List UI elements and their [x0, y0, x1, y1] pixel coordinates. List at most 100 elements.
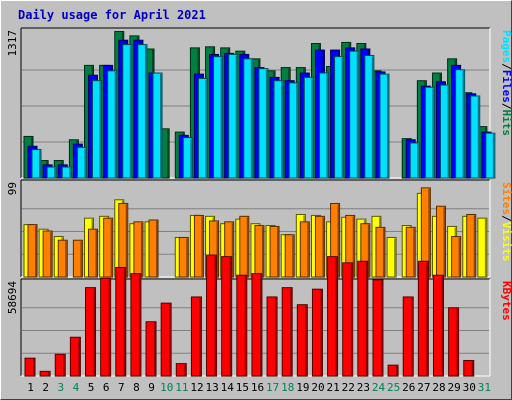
bar-shadow: [428, 188, 430, 277]
bar-sites: [314, 215, 325, 278]
bar-pages: [228, 53, 239, 179]
bar-shadow: [277, 227, 279, 277]
bar-shadow: [367, 224, 370, 277]
x-tick-label: 29: [448, 381, 461, 394]
bar-shadow: [99, 81, 102, 178]
bar-shadow: [441, 276, 443, 376]
bar-shadow: [281, 81, 283, 178]
bar-shadow: [259, 274, 262, 376]
bar-shadow: [110, 219, 113, 277]
x-tick-label: 12: [190, 381, 203, 394]
x-tick-label: 7: [118, 381, 125, 394]
bar-shadow: [190, 138, 192, 178]
bar-shadow: [123, 268, 126, 376]
x-tick-label: 30: [463, 381, 476, 394]
bar-shadow: [350, 263, 353, 376]
bar-shadow: [371, 56, 374, 178]
bar-shadow: [413, 228, 415, 277]
bar-shadow: [447, 86, 449, 178]
bar-kbytes: [221, 256, 233, 377]
bar-shadow: [216, 221, 219, 277]
bar-kbytes: [311, 288, 323, 377]
bar-kbytes: [130, 273, 142, 377]
bar-shadow: [292, 235, 294, 277]
bar-sites: [178, 236, 189, 278]
bar-shadow: [54, 168, 56, 178]
x-tick-label: 21: [327, 381, 340, 394]
bar-sites: [42, 230, 53, 278]
bar-pages: [303, 76, 314, 179]
bar-pages: [46, 166, 57, 179]
bar-shadow: [484, 219, 487, 277]
bar-kbytes: [145, 321, 157, 377]
bar-kbytes: [417, 260, 429, 377]
bar-shadow: [380, 280, 383, 376]
bar-shadow: [492, 134, 495, 178]
bar-pages: [243, 58, 254, 179]
bar-pages: [137, 44, 148, 179]
bar-shadow: [108, 279, 111, 376]
bar-kbytes: [463, 359, 475, 377]
bar-shadow: [261, 226, 264, 277]
bar-shadow: [84, 148, 86, 178]
bar-shadow: [356, 52, 359, 178]
bar-pages: [455, 69, 466, 179]
bar-sites: [405, 226, 416, 278]
bar-shadow: [296, 83, 298, 178]
bar-shadow: [205, 79, 207, 178]
bar-shadow: [95, 230, 98, 277]
bar-kbytes: [100, 277, 112, 377]
x-tick-label: 19: [296, 381, 309, 394]
legend-item: /: [500, 215, 512, 222]
bar-shadow: [337, 204, 340, 277]
bar-shadow: [235, 55, 238, 178]
bar-kbytes: [175, 363, 187, 377]
bar-shadow: [138, 274, 141, 376]
x-tick-label: 17: [266, 381, 279, 394]
bar-kbytes: [160, 302, 172, 377]
bar-shadow: [220, 57, 223, 179]
bar-shadow: [78, 338, 80, 376]
bar-shadow: [246, 217, 249, 277]
bar-pages: [439, 84, 450, 179]
bar-shadow: [462, 70, 465, 178]
bar-shadow: [411, 297, 413, 376]
bar-shadow: [48, 372, 50, 376]
x-tick-label: 26: [402, 381, 415, 394]
x-tick-label: 1: [27, 381, 34, 394]
legend-item: Files: [500, 70, 512, 103]
x-tick-label: 5: [88, 381, 95, 394]
x-tick-label: 2: [42, 381, 49, 394]
bar-shadow: [65, 241, 67, 277]
series-pages: [31, 44, 496, 179]
bar-sites: [299, 221, 310, 278]
bar-kbytes: [357, 260, 369, 377]
bar-shadow: [229, 257, 232, 376]
bar-shadow: [214, 256, 217, 376]
bar-shadow: [231, 222, 234, 277]
bar-pages: [318, 72, 329, 179]
bar-shadow: [33, 359, 35, 376]
bar-shadow: [473, 215, 476, 277]
bar-shadow: [320, 290, 322, 376]
bar-visits: [477, 217, 488, 278]
bar-pages: [349, 50, 360, 179]
bar-pages: [182, 137, 193, 179]
bar-sites: [27, 224, 38, 278]
bar-sites: [375, 226, 386, 278]
bar-shadow: [307, 222, 309, 277]
bar-sites: [193, 214, 204, 278]
bar-pages: [424, 86, 435, 179]
bar-pages: [364, 55, 375, 179]
bar-kbytes: [327, 256, 339, 377]
chart-title: Daily usage for April 2021: [18, 8, 206, 22]
legend-item: /: [500, 63, 512, 70]
bar-pages: [107, 70, 118, 179]
bar-sites: [269, 225, 280, 278]
series-sites: [27, 187, 477, 278]
legend-item: /: [500, 103, 512, 110]
x-tick-label: 25: [387, 381, 400, 394]
bar-sites: [148, 219, 159, 278]
bar-kbytes: [206, 254, 218, 377]
